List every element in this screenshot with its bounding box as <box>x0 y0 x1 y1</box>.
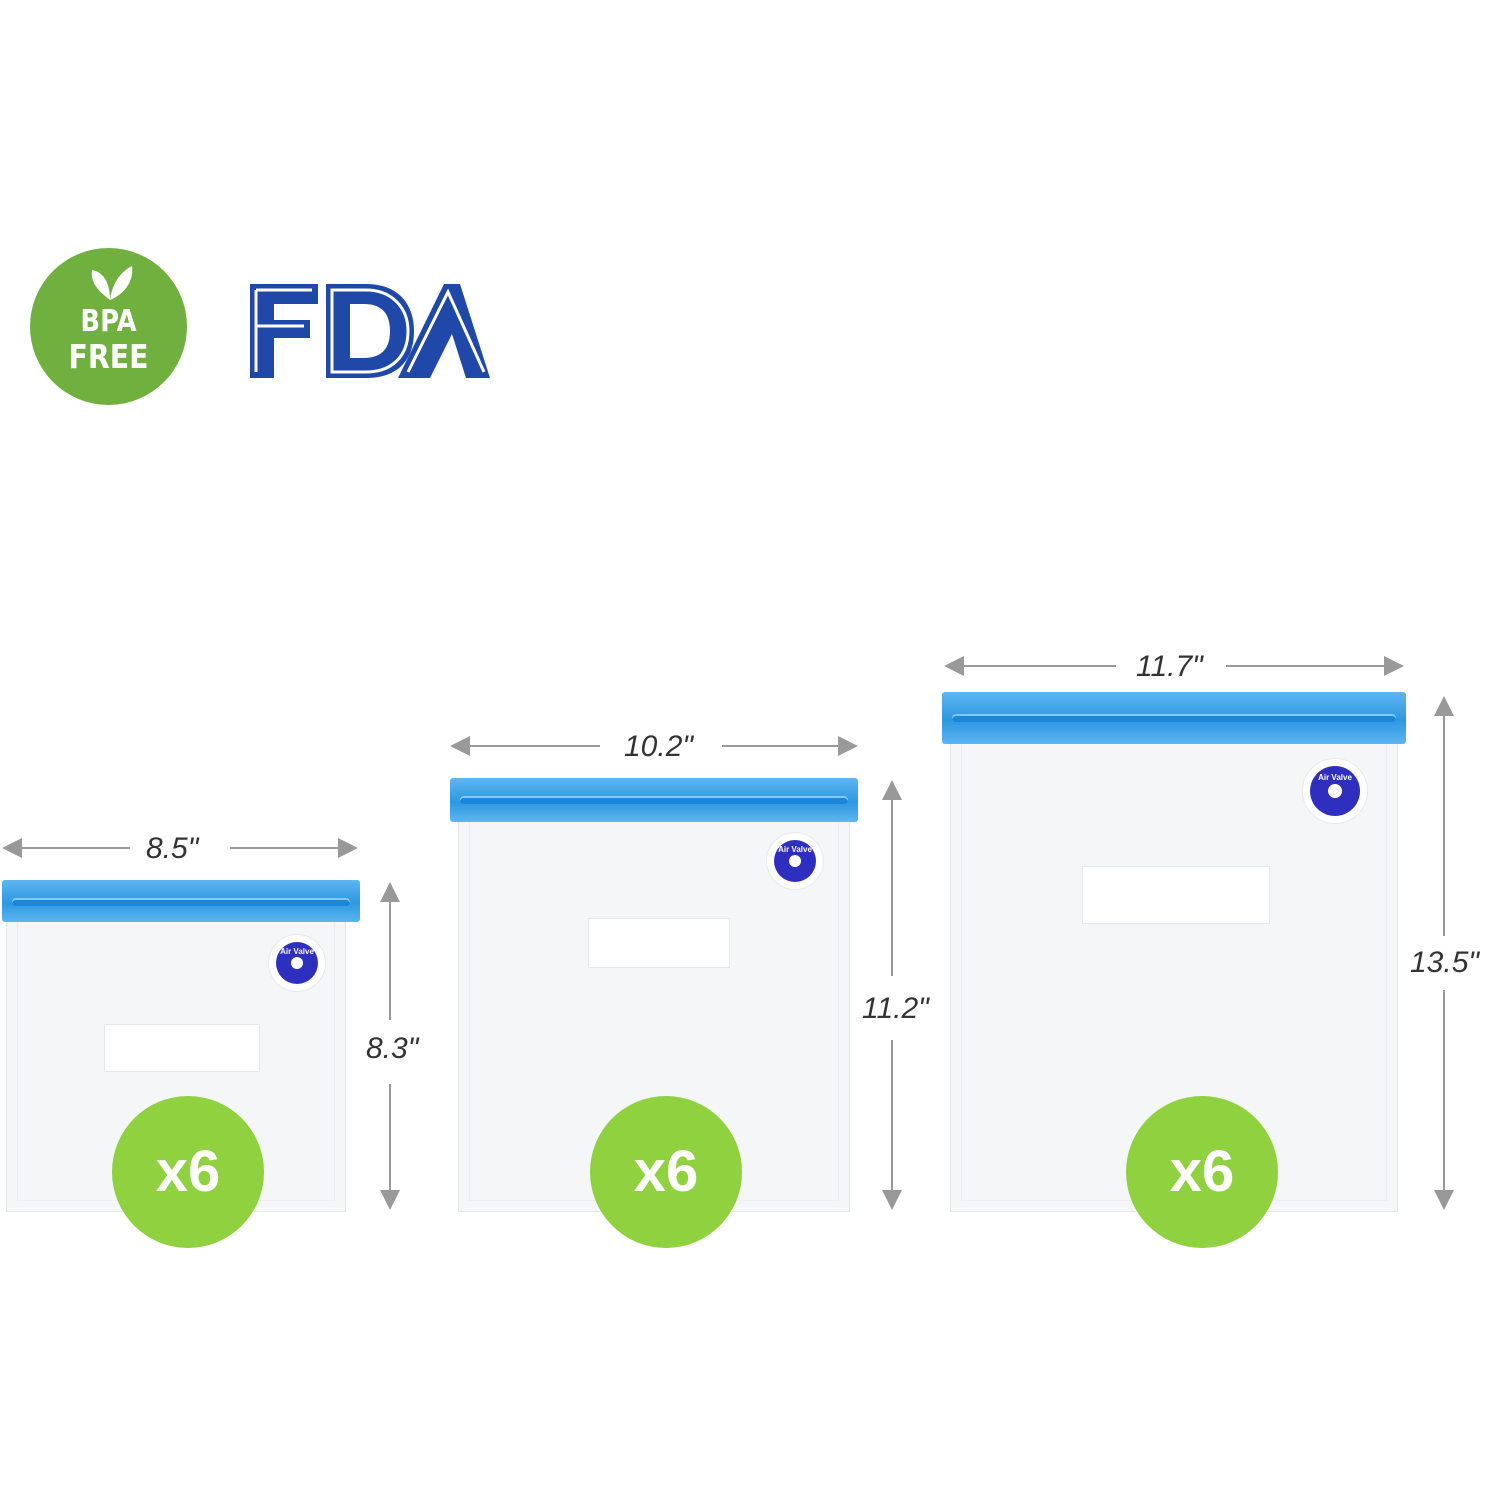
zipper-seal <box>942 692 1406 744</box>
write-label <box>104 1024 260 1072</box>
air-valve: Air Valve <box>1302 758 1368 824</box>
width-label: 8.5" <box>146 832 199 865</box>
bpa-label: BPA <box>80 304 137 339</box>
fda-logo <box>250 284 490 378</box>
quantity-badge: x6 <box>112 1096 264 1248</box>
width-label: 10.2" <box>624 730 694 763</box>
zipper-seal <box>2 880 360 922</box>
width-label: 11.7" <box>1136 650 1203 683</box>
free-label: FREE <box>68 337 149 376</box>
quantity-badge: x6 <box>1126 1096 1278 1248</box>
height-label: 11.2" <box>862 992 929 1025</box>
bpa-free-badge: BPA FREE <box>30 248 187 405</box>
write-label <box>1082 866 1270 924</box>
write-label <box>588 918 730 968</box>
height-label: 8.3" <box>366 1032 419 1065</box>
leaf-icon <box>91 266 133 300</box>
air-valve: Air Valve <box>268 934 326 992</box>
quantity-badge: x6 <box>590 1096 742 1248</box>
air-valve: Air Valve <box>766 832 824 890</box>
zipper-seal <box>450 778 858 822</box>
height-label: 13.5" <box>1410 946 1480 979</box>
